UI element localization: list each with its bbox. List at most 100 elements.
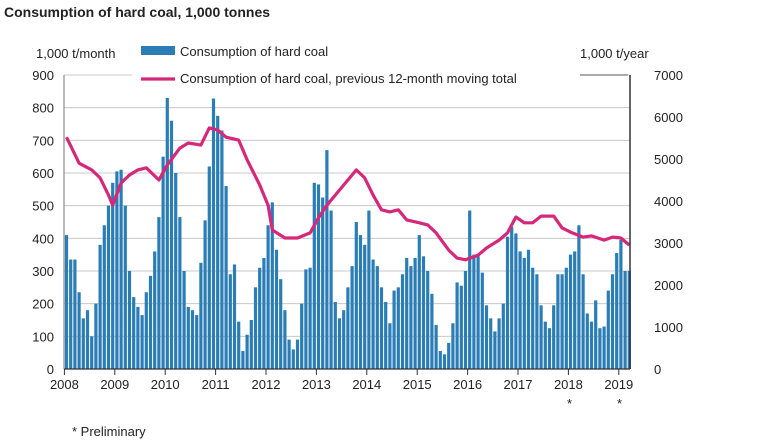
bar <box>258 267 262 369</box>
bar <box>615 253 619 369</box>
bar <box>447 342 451 369</box>
bar <box>535 274 539 369</box>
bar <box>77 292 81 369</box>
bar <box>312 182 316 369</box>
left-tick-label: 700 <box>32 133 54 148</box>
bar <box>442 354 447 369</box>
bar <box>531 267 535 369</box>
bar <box>232 264 237 369</box>
x-tick-label: 2016 <box>453 377 482 392</box>
bar <box>388 323 392 369</box>
bar <box>463 271 468 369</box>
bar <box>497 318 501 369</box>
bar <box>111 182 115 369</box>
left-tick-label: 100 <box>32 329 54 344</box>
footnote: * Preliminary <box>72 424 146 439</box>
bar <box>472 254 476 369</box>
bar <box>253 287 258 369</box>
bar <box>249 320 253 369</box>
bar <box>363 244 367 369</box>
bar <box>220 130 224 369</box>
right-axis-label: 1,000 t/year <box>580 46 649 61</box>
bar <box>132 297 136 369</box>
bar <box>434 324 438 369</box>
bar <box>73 259 77 369</box>
bar <box>451 323 455 369</box>
bar <box>455 282 459 369</box>
bar <box>342 310 346 369</box>
x-tick-label: 2009 <box>100 377 129 392</box>
bar <box>514 233 518 369</box>
bar <box>140 315 144 369</box>
bar <box>186 306 190 369</box>
x-tick-label: 2019 <box>604 377 633 392</box>
bar <box>581 274 585 369</box>
moving-total-line <box>65 126 631 262</box>
bar <box>174 173 178 369</box>
bar <box>136 306 140 369</box>
right-tick-label: 3000 <box>654 236 683 251</box>
x-tick-label: 2011 <box>202 377 230 392</box>
bar <box>346 287 350 369</box>
bar <box>148 275 153 369</box>
x-tick-label: 2018 <box>554 377 583 392</box>
bar <box>161 156 165 369</box>
bar <box>459 285 463 369</box>
bar <box>522 257 526 369</box>
bar <box>274 249 279 369</box>
bar <box>539 305 543 369</box>
bar <box>216 115 220 369</box>
bar <box>266 225 270 369</box>
left-tick-label: 200 <box>32 297 54 312</box>
preliminary-star-2019: * <box>617 396 622 411</box>
bar <box>90 336 94 369</box>
bar <box>594 300 598 369</box>
bar <box>354 222 358 369</box>
bar <box>619 239 623 369</box>
bar <box>287 339 291 369</box>
bar <box>190 310 195 369</box>
bar <box>337 318 342 369</box>
bar <box>241 351 245 369</box>
bar <box>577 225 581 369</box>
bar <box>510 226 514 369</box>
right-tick-label: 6000 <box>654 110 683 125</box>
right-tick-label: 7000 <box>654 68 683 83</box>
x-tick-label: 2012 <box>252 377 281 392</box>
x-tick-label: 2015 <box>403 377 432 392</box>
bar <box>476 256 480 369</box>
bar <box>85 310 90 369</box>
bar <box>585 313 589 369</box>
left-tick-label: 900 <box>32 68 54 83</box>
bar <box>371 259 375 369</box>
x-tick-label: 2014 <box>352 377 381 392</box>
bar <box>375 266 379 369</box>
bar <box>98 244 102 369</box>
x-tick-label: 2017 <box>504 377 533 392</box>
left-tick-label: 0 <box>47 362 54 377</box>
right-tick-label: 1000 <box>654 320 683 335</box>
bar <box>552 305 556 369</box>
bar <box>430 293 434 369</box>
bar <box>409 266 413 369</box>
bar <box>560 274 564 369</box>
bar <box>480 272 484 369</box>
bar <box>178 217 182 369</box>
bar <box>304 269 308 369</box>
bar-series <box>64 97 631 370</box>
preliminary-star-2018: * <box>567 396 572 411</box>
bar <box>295 339 300 369</box>
bar <box>417 235 421 369</box>
bar <box>308 267 312 369</box>
bar <box>199 262 203 369</box>
bar <box>279 279 283 369</box>
legend: Consumption of hard coal Consumption of … <box>132 42 628 92</box>
bar <box>598 328 602 369</box>
bar <box>484 305 489 369</box>
bar <box>106 205 111 369</box>
chart-title: Consumption of hard coal, 1,000 tonnes <box>4 4 270 20</box>
bar <box>270 202 274 369</box>
bar <box>94 303 98 369</box>
bar <box>153 251 157 369</box>
bar <box>379 287 384 369</box>
